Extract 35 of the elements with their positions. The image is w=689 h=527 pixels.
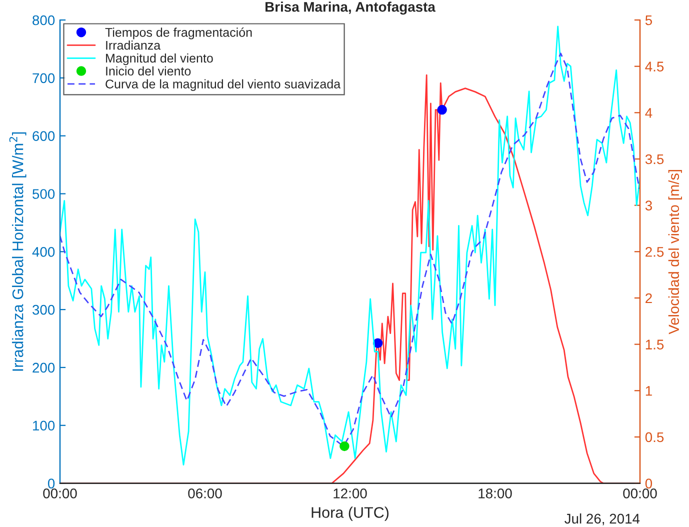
y2-axis-title: Velocidad del viento [m/s] — [668, 170, 682, 334]
y2-tick-label: 3.5 — [645, 154, 664, 164]
legend-label: Magnitud del viento — [106, 53, 213, 66]
legend-label: Curva de la magnitud del viento suavizada — [106, 79, 341, 91]
y2-tick-label: 5 — [645, 15, 652, 26]
y-tick-label: 300 — [32, 304, 55, 315]
y-tick-label: 600 — [32, 131, 55, 141]
y2-tick-label: 3 — [645, 200, 652, 210]
legend-label: Irradianza — [106, 40, 161, 50]
y-tick-label: 400 — [32, 246, 55, 257]
x-axis-title: Hora (UTC) — [312, 506, 389, 521]
y-tick-label: 700 — [32, 73, 55, 84]
x-tick-label: 00:00 — [43, 488, 77, 498]
y-axis-title: Irradianza Global Horizontal [W/m$^{2}$] — [9, 132, 26, 371]
text: Jul 26, 2014 — [564, 513, 640, 526]
x-tick-label: 12:00 — [334, 488, 367, 498]
y-tick-label: 200 — [32, 362, 55, 373]
y2-tick-label: 2.5 — [646, 246, 664, 257]
y2-tick-label: 2 — [646, 293, 652, 304]
y-tick-label: 500 — [32, 189, 55, 199]
legend-label: Inicio del viento — [106, 66, 191, 76]
legend-label: Tiempos de fragmentación — [105, 28, 252, 40]
y2-tick-label: 4.5 — [645, 62, 664, 72]
x-tick-label: 18:00 — [478, 488, 512, 498]
y-tick-label: 0 — [48, 478, 55, 488]
y-tick-label: 100 — [33, 420, 55, 431]
y2-tick-label: 1.5 — [646, 340, 664, 350]
x-tick-label: 06:00 — [188, 488, 222, 498]
y2-tick-label: 4 — [645, 108, 652, 118]
y-tick-label: 800 — [32, 15, 55, 26]
y2-tick-label: 0 — [645, 478, 652, 488]
y2-tick-label: 0.5 — [645, 432, 664, 442]
x-tick-label: 00:00 — [623, 488, 657, 498]
y2-tick-label: 1 — [646, 386, 652, 396]
chart-title: Brisa Marina, Antofagasta — [266, 2, 436, 15]
